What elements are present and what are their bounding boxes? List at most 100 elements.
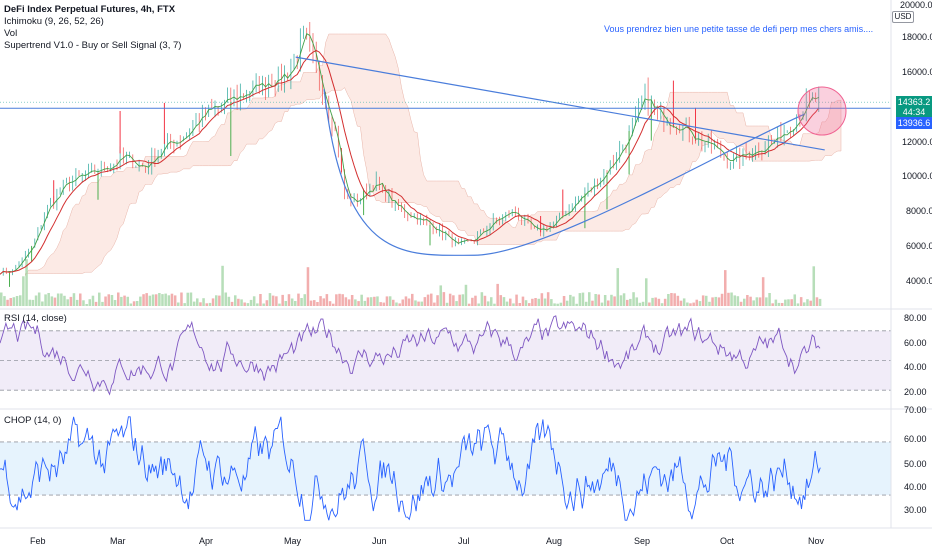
volume-bar: [812, 266, 816, 306]
supertrend-legend[interactable]: Supertrend V1.0 - Buy or Sell Signal (3,…: [4, 40, 182, 51]
volume-bar: [271, 295, 275, 306]
chop-tick-label: 50.00: [904, 459, 927, 469]
rsi-tick-label: 80.00: [904, 313, 927, 323]
volume-bar: [692, 302, 695, 306]
horizontal-line-price-tag[interactable]: 13936.6: [896, 117, 932, 129]
volume-bar: [325, 294, 329, 306]
tenkan-line: [0, 33, 819, 275]
volume-bar: [426, 294, 430, 306]
volume-bar: [600, 302, 604, 306]
currency-label[interactable]: USD: [892, 11, 914, 23]
chop-title[interactable]: CHOP (14, 0): [4, 415, 62, 426]
volume-bar: [75, 299, 79, 306]
volume-bar: [56, 293, 60, 306]
volume-bar: [357, 301, 360, 306]
volume-bar: [252, 296, 256, 306]
cup-curve: [323, 89, 805, 256]
volume-bar: [22, 276, 25, 306]
volume-bar: [521, 296, 525, 306]
volume-bar: [319, 296, 322, 306]
volume-bar: [499, 295, 503, 306]
volume-bar: [502, 297, 506, 306]
volume-bar: [638, 302, 642, 306]
volume-bar: [398, 303, 401, 306]
volume-bar: [284, 301, 288, 306]
volume-bar: [486, 301, 490, 306]
volume-bar: [79, 293, 82, 306]
chop-pane[interactable]: [0, 416, 891, 521]
chart-legend: DeFi Index Perpetual Futures, 4h, FTX Ic…: [4, 4, 181, 52]
volume-bar: [227, 296, 231, 306]
volume-bar: [230, 301, 234, 306]
last-price-tag[interactable]: 14363.2: [896, 96, 932, 108]
kijun-line: [0, 49, 820, 275]
volume-bar: [192, 301, 196, 306]
volume-bar: [401, 299, 405, 306]
volume-bar: [584, 301, 588, 306]
volume-bar: [743, 298, 746, 306]
volume-bar: [641, 301, 645, 306]
volume-bar: [414, 300, 417, 306]
volume-bar: [113, 300, 117, 306]
volume-bar: [82, 300, 85, 306]
volume-bar: [509, 298, 512, 306]
volume-bar: [28, 299, 32, 306]
volume-bar: [145, 293, 148, 306]
ichimoku-legend[interactable]: Ichimoku (9, 26, 52, 26): [4, 16, 104, 27]
volume-bar: [531, 298, 534, 306]
volume-bar: [610, 294, 613, 306]
time-tick-label: Nov: [808, 536, 825, 546]
volume-bar: [613, 296, 616, 306]
volume-bar: [66, 299, 69, 306]
rsi-tick-label: 40.00: [904, 362, 927, 372]
volume-bar: [417, 301, 420, 306]
chart-annotation[interactable]: Vous prendrez bien une petite tasse de d…: [604, 24, 874, 34]
volume-bar: [799, 297, 803, 306]
volume-bar: [572, 296, 575, 306]
volume-bar: [518, 303, 522, 306]
volume-bar: [591, 300, 594, 306]
volume-bar: [474, 295, 477, 306]
volume-bar: [667, 294, 670, 306]
time-tick-label: Jul: [458, 536, 470, 546]
volume-bar: [224, 292, 228, 306]
volume-bar: [720, 293, 724, 306]
volume-bar: [104, 296, 107, 306]
volume-bar: [237, 298, 240, 306]
volume-bar: [512, 303, 515, 306]
rsi-title[interactable]: RSI (14, close): [4, 313, 67, 324]
volume-bar: [505, 301, 509, 306]
volume-bar: [736, 296, 740, 306]
volume-bar: [183, 303, 186, 306]
volume-bar: [445, 302, 449, 306]
volume-bar: [25, 259, 28, 306]
rsi-pane[interactable]: [0, 315, 891, 396]
volume-bar: [142, 294, 145, 306]
volume-bar: [565, 300, 569, 306]
volume-bar: [407, 298, 411, 306]
symbol-title[interactable]: DeFi Index Perpetual Futures, 4h, FTX: [4, 4, 176, 15]
volume-bar: [701, 295, 705, 306]
rsi-tick-label: 20.00: [904, 387, 927, 397]
volume-bar: [452, 295, 455, 306]
price-pane[interactable]: [0, 22, 891, 306]
volume-bar: [556, 303, 559, 306]
volume-bar: [648, 302, 651, 306]
volume-bar: [458, 294, 461, 306]
price-tick-label: 16000.0: [902, 67, 932, 77]
volume-bar: [31, 299, 35, 306]
volume-bar: [543, 298, 547, 306]
volume-bar: [752, 300, 755, 306]
volume-bar: [15, 296, 19, 306]
volume-bar: [660, 303, 664, 306]
time-tick-label: Mar: [110, 536, 126, 546]
volume-bar: [205, 303, 209, 306]
volume-bar: [534, 298, 537, 306]
volume-bar: [455, 301, 458, 306]
vol-legend[interactable]: Vol: [4, 28, 18, 39]
volume-bar: [626, 299, 629, 306]
volume-bar: [461, 294, 465, 306]
volume-bar: [594, 294, 597, 306]
volume-bar: [303, 294, 307, 306]
